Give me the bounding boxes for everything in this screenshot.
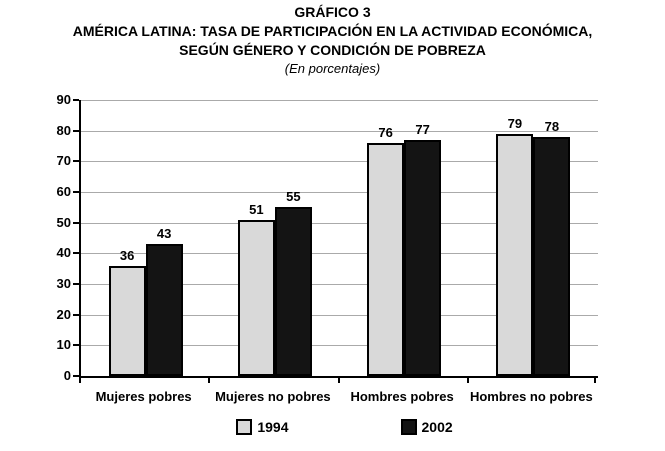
bar-1994-hombres-pobres	[367, 143, 405, 376]
y-axis-tick-mark-60	[73, 191, 79, 193]
gridline-40	[81, 253, 598, 255]
y-axis-tick-mark-20	[73, 313, 79, 316]
bar-2002-mujeres-no-pobres	[274, 207, 312, 376]
plot-area: 36 43 51 55 76 77 79 78	[79, 100, 598, 378]
chart-subtitle-line1: AMÉRICA LATINA: TASA DE PARTICIPACIÓN EN…	[72, 23, 593, 39]
legend-label-1994: 1994	[257, 419, 289, 435]
chart-subtitle-line2: SEGÚN GÉNERO Y CONDICIÓN DE POBREZA	[179, 42, 486, 58]
gridline-90	[81, 100, 598, 101]
legend: 1994 2002	[12, 419, 665, 435]
x-axis-tick-mark-3	[467, 378, 469, 383]
bar-group-2: 51 55	[210, 100, 339, 376]
y-axis-tick-label-60: 60	[56, 184, 71, 199]
bar-2002-hombres-pobres	[404, 140, 442, 376]
bar-group-3: 76 77	[340, 100, 469, 376]
y-axis-tick-mark-50	[73, 221, 79, 224]
x-axis-category-label-3: Hombres pobres	[350, 389, 454, 404]
x-axis-category-label-2: Mujeres no pobres	[215, 389, 331, 404]
x-axis-tick-mark-4	[594, 378, 596, 383]
bar-value-2002-4: 78	[544, 119, 560, 134]
bar-value-2002-3: 77	[415, 122, 430, 137]
y-axis-tick-label-0: 0	[63, 368, 71, 383]
gridline-10	[81, 345, 598, 347]
gridline-30	[81, 284, 598, 285]
x-axis-tick-mark-1	[208, 378, 210, 383]
bar-value-1994-4: 79	[507, 116, 523, 131]
gridline-70	[81, 161, 598, 163]
y-axis-tick-label-50: 50	[56, 214, 71, 230]
bar-group-4: 79 78	[469, 100, 598, 376]
bar-value-1994-2: 51	[249, 202, 264, 217]
y-axis-tick-mark-40	[73, 252, 79, 255]
legend-label-2002: 2002	[421, 419, 453, 435]
bar-value-2002-1: 43	[156, 226, 172, 241]
gridline-60	[81, 192, 598, 193]
bar-value-2002-2: 55	[286, 189, 301, 204]
bar-2002-hombres-no-pobres	[533, 137, 571, 376]
y-axis-tick-mark-80	[73, 129, 79, 132]
y-axis-tick-label-80: 80	[56, 122, 71, 138]
bar-1994-mujeres-no-pobres	[237, 220, 275, 376]
legend-swatch-1994	[236, 419, 253, 435]
y-axis-tick-mark-10	[73, 344, 79, 347]
legend-item-2002: 2002	[400, 419, 453, 435]
y-axis-tick-mark-70	[73, 160, 79, 163]
gridline-50	[81, 222, 598, 224]
y-axis-tick-mark-0	[73, 375, 79, 377]
y-axis-tick-label-30: 30	[56, 276, 71, 291]
x-axis-category-label-1: Mujeres pobres	[95, 389, 192, 404]
chart-units-note: (En porcentajes)	[284, 61, 381, 76]
gridline-20	[81, 314, 598, 316]
y-axis-tick-label-70: 70	[56, 153, 71, 169]
legend-swatch-2002	[400, 419, 417, 435]
bar-1994-mujeres-pobres	[108, 266, 146, 376]
bar-1994-hombres-no-pobres	[496, 134, 534, 376]
gridline-80	[81, 130, 598, 132]
y-axis-tick-mark-90	[73, 99, 79, 101]
y-axis-tick-label-10: 10	[56, 337, 71, 353]
y-axis-tick-label-90: 90	[56, 92, 71, 107]
x-axis-tick-mark-2	[338, 378, 340, 383]
bar-value-1994-1: 36	[119, 248, 135, 263]
bar-2002-mujeres-pobres	[145, 244, 183, 376]
chart-title: GRÁFICO 3	[294, 4, 371, 20]
bar-value-1994-3: 76	[378, 125, 393, 140]
chart-header: GRÁFICO 3 AMÉRICA LATINA: TASA DE PARTIC…	[0, 3, 665, 78]
y-axis-tick-label-20: 20	[56, 306, 71, 322]
y-axis-tick-label-40: 40	[56, 245, 71, 261]
legend-item-1994: 1994	[236, 419, 289, 435]
y-axis-tick-mark-30	[73, 283, 79, 285]
x-axis-category-label-4: Hombres no pobres	[469, 389, 593, 404]
x-axis-tick-mark-0	[79, 378, 81, 383]
bar-group-1: 36 43	[81, 100, 210, 376]
